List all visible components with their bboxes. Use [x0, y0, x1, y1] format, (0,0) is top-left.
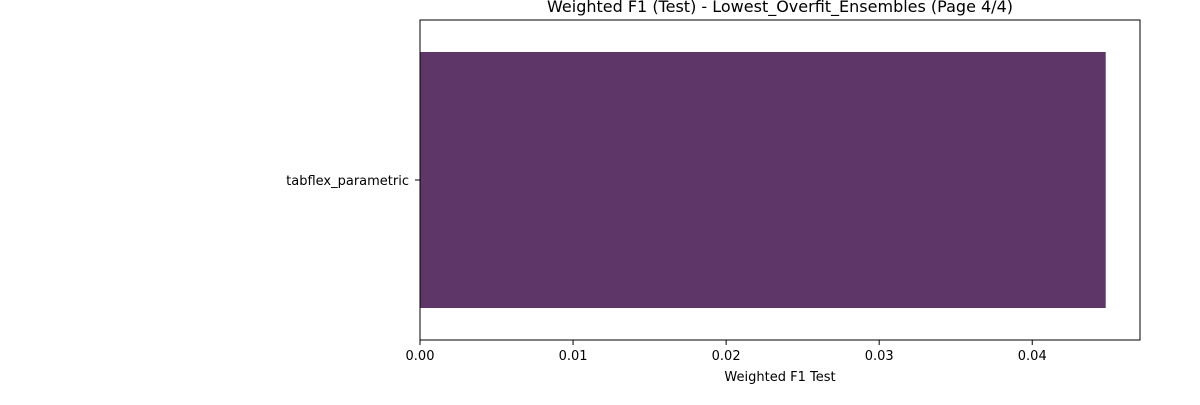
bar-tabflex_parametric: [420, 52, 1106, 308]
bars-layer: [420, 52, 1106, 308]
plot-frame: [419, 19, 1141, 341]
x-tick-label: 0.00: [406, 349, 435, 364]
x-axis-ticks: 0.00 0.01 0.02 0.03 0.04: [406, 340, 1047, 364]
x-tick-label: 0.01: [559, 349, 588, 364]
y-tick-label: tabflex_parametric: [286, 174, 409, 189]
x-tick-label: 0.02: [712, 349, 741, 364]
x-tick-label: 0.04: [1018, 349, 1047, 364]
chart-title: Weighted F1 (Test) - Lowest_Overfit_Ense…: [547, 0, 1013, 17]
y-axis-ticks: tabflex_parametric: [286, 174, 420, 189]
x-axis-label: Weighted F1 Test: [724, 370, 835, 385]
x-tick-label: 0.03: [865, 349, 894, 364]
